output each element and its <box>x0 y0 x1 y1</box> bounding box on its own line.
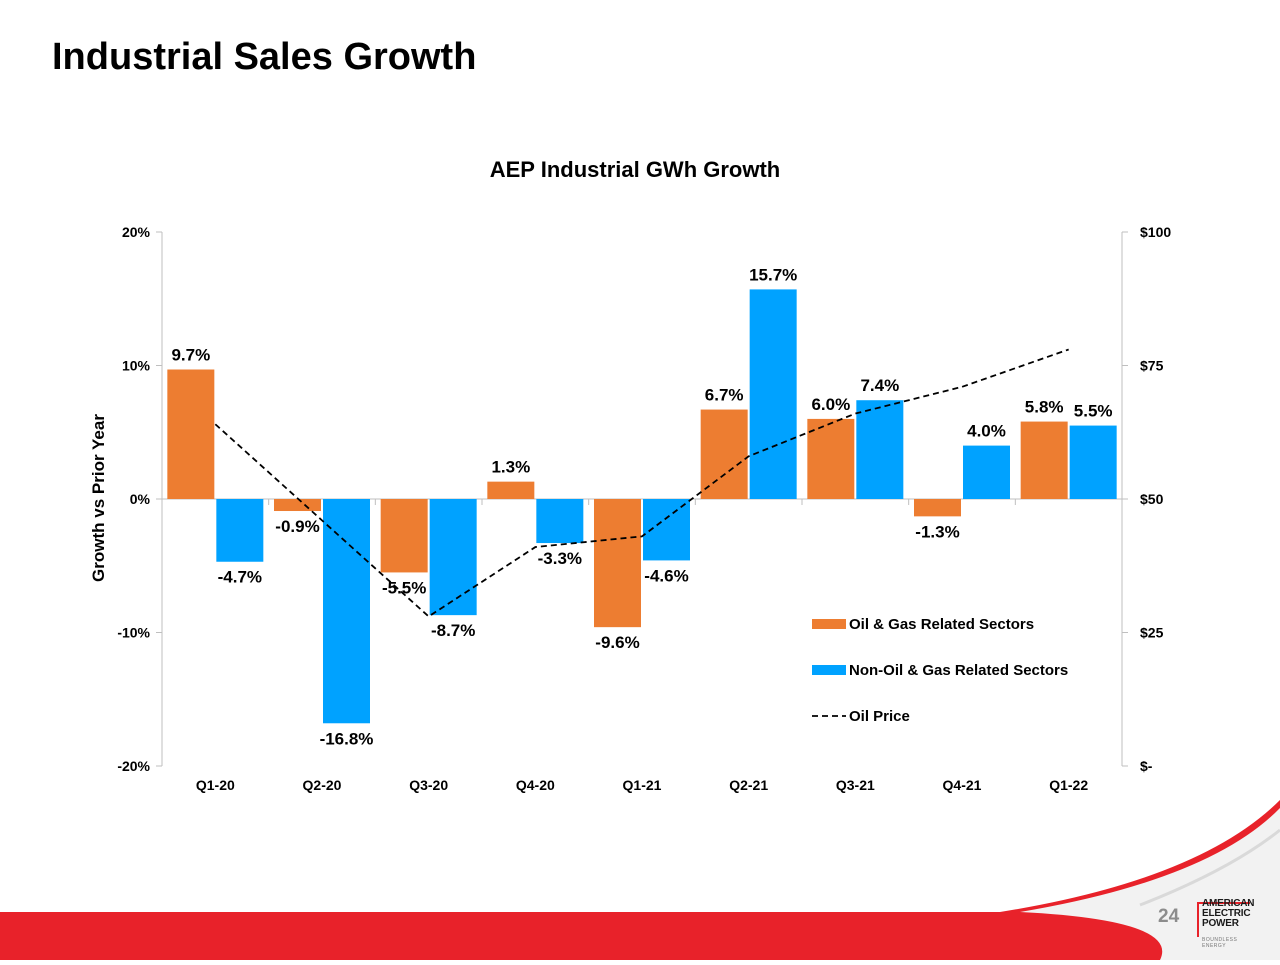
legend-oil-gas-swatch <box>812 619 846 629</box>
data-labels: 9.7% -0.9% -5.5% 1.3% -9.6% 6.7% 6.0% -1.3% 5.8%… <box>171 265 1112 748</box>
non-oil-gas-bar <box>856 400 904 499</box>
y-left-tick-label: 0% <box>130 491 151 507</box>
x-tick-label: Q2-20 <box>303 777 342 793</box>
legend: Oil & Gas Related Sectors Non-Oil & Gas R… <box>812 616 1068 725</box>
non-oil-gas-data-label: 7.4% <box>860 376 899 395</box>
non-oil-gas-data-label: 4.0% <box>967 422 1006 441</box>
non-oil-gas-data-label: -3.3% <box>538 549 582 568</box>
y-left-tick-label: 20% <box>122 224 151 240</box>
non-oil-gas-bar <box>536 499 584 544</box>
y-axis-label: Growth vs Prior Year <box>89 414 108 582</box>
oil-gas-bar <box>487 481 535 499</box>
y-right-tick-label: $75 <box>1140 358 1164 374</box>
legend-oil-gas-label: Oil & Gas Related Sectors <box>849 616 1034 633</box>
legend-oil-price-label: Oil Price <box>849 708 910 725</box>
oil-gas-bar <box>807 418 855 499</box>
oil-gas-data-label: -0.9% <box>275 517 319 536</box>
non-oil-gas-data-label: -8.7% <box>431 621 475 640</box>
non-oil-gas-data-label: 15.7% <box>749 265 797 284</box>
non-oil-gas-bar <box>749 289 797 499</box>
x-tick-label: Q1-20 <box>196 777 235 793</box>
oil-gas-data-label: -5.5% <box>382 578 426 597</box>
non-oil-gas-data-label: -4.7% <box>218 568 262 587</box>
x-tick-label: Q1-22 <box>1049 777 1088 793</box>
non-oil-gas-bar <box>1069 425 1117 499</box>
oil-gas-data-label: 5.8% <box>1025 398 1064 417</box>
chart-title: AEP Industrial GWh Growth <box>490 157 781 182</box>
oil-price-line-group <box>214 348 1069 618</box>
x-tick-label: Q2-21 <box>729 777 768 793</box>
oil-gas-bar <box>914 499 961 517</box>
y-right-tick-label: $- <box>1140 758 1153 774</box>
legend-non-oil-gas-label: Non-Oil & Gas Related Sectors <box>849 662 1068 679</box>
y-right-tick-label: $100 <box>1140 224 1171 240</box>
oil-gas-bar <box>700 409 748 499</box>
oil-gas-bar <box>380 499 428 573</box>
non-oil-gas-data-label: -4.6% <box>644 566 688 585</box>
x-tick-label: Q3-21 <box>836 777 875 793</box>
oil-gas-bar <box>274 499 321 512</box>
non-oil-gas-bar <box>963 445 1010 499</box>
oil-gas-data-label: 1.3% <box>491 458 530 477</box>
legend-non-oil-gas-swatch <box>812 665 846 675</box>
non-oil-gas-bar <box>216 499 264 562</box>
non-oil-gas-bar <box>323 499 370 724</box>
x-tick-label: Q1-21 <box>623 777 662 793</box>
oil-gas-data-label: 9.7% <box>171 346 210 365</box>
y-right-tick-label: $25 <box>1140 625 1164 641</box>
non-oil-gas-data-label: -16.8% <box>320 729 374 748</box>
x-tick-label: Q4-21 <box>943 777 982 793</box>
oil-gas-bar <box>1020 421 1068 499</box>
non-oil-gas-bar <box>429 499 477 616</box>
oil-gas-data-label: 6.0% <box>811 395 850 414</box>
non-oil-gas-data-label: 5.5% <box>1074 402 1113 421</box>
oil-gas-data-label: -1.3% <box>915 522 959 541</box>
y-left-tick-label: -10% <box>117 625 150 641</box>
oil-gas-bar <box>167 369 215 499</box>
y-left-tick-label: -20% <box>117 758 150 774</box>
oil-price-line <box>214 348 1069 618</box>
oil-gas-data-label: 6.7% <box>705 386 744 405</box>
y-right-tick-label: $50 <box>1140 491 1164 507</box>
x-tick-label: Q4-20 <box>516 777 555 793</box>
x-tick-label: Q3-20 <box>409 777 448 793</box>
bars <box>167 289 1117 724</box>
oil-gas-data-label: -9.6% <box>595 633 639 652</box>
y-left-tick-label: 10% <box>122 358 151 374</box>
slide-title: Industrial Sales Growth <box>52 36 477 78</box>
axes: 20% 10% 0% -10% -20% $100 $75 $50 $25 $- Q1-20 Q2-2… <box>117 224 1171 793</box>
oil-gas-bar <box>594 499 641 628</box>
